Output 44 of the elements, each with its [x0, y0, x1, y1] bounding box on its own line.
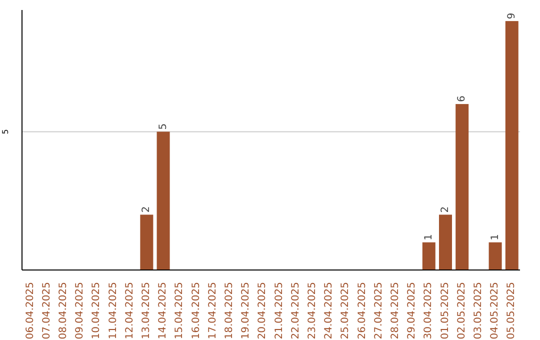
data-label: 5 — [158, 123, 169, 130]
x-tick-label: 01.05.2025 — [440, 282, 451, 340]
data-label: 9 — [506, 12, 518, 20]
x-tick-label: 14.04.2025 — [158, 282, 169, 340]
x-tick-label: 30.04.2025 — [423, 282, 434, 340]
bar — [488, 242, 502, 270]
x-tick-label: 04.05.2025 — [490, 282, 501, 340]
bar — [422, 242, 436, 270]
x-tick-label: 07.04.2025 — [41, 282, 52, 340]
x-tick-label: 19.04.2025 — [240, 282, 252, 340]
x-tick-label: 28.04.2025 — [390, 282, 401, 340]
data-label: 6 — [456, 96, 468, 102]
x-tick-label: 16.04.2025 — [190, 282, 202, 340]
x-tick-label: 03.05.2025 — [473, 282, 484, 340]
x-tick-label: 08.04.2025 — [58, 282, 69, 340]
x-tick-label: 06.04.2025 — [24, 282, 36, 340]
bar — [140, 214, 154, 270]
x-tick-label: 11.04.2025 — [108, 282, 119, 340]
bar — [505, 21, 518, 270]
bar — [456, 104, 469, 270]
x-tick-label: 23.04.2025 — [307, 282, 318, 340]
x-tick-label: 09.04.2025 — [74, 282, 86, 340]
bar — [156, 132, 170, 270]
data-label: 1 — [423, 234, 434, 240]
x-tick-label: 12.04.2025 — [124, 282, 136, 340]
bar — [438, 214, 452, 270]
x-tick-label: 17.04.2025 — [207, 282, 218, 340]
data-label: 2 — [141, 206, 152, 213]
x-tick-label: 22.04.2025 — [290, 282, 302, 340]
x-tick-label: 13.04.2025 — [141, 282, 152, 340]
x-tick-label: 27.04.2025 — [373, 282, 384, 340]
x-tick-label: 21.04.2025 — [274, 282, 285, 340]
data-label: 1 — [490, 234, 501, 240]
x-tick-label: 24.04.2025 — [324, 282, 335, 340]
x-tick-label: 26.04.2025 — [356, 282, 368, 340]
x-tick-label: 02.05.2025 — [456, 282, 468, 340]
x-tick-label: 05.05.2025 — [506, 282, 518, 340]
x-tick-label: 29.04.2025 — [406, 282, 418, 340]
x-tick-label: 10.04.2025 — [91, 282, 102, 340]
x-tick-label: 18.04.2025 — [224, 282, 235, 340]
x-tick-label: 20.04.2025 — [257, 282, 268, 340]
x-tick-label: 25.04.2025 — [340, 282, 352, 340]
x-tick-label: 15.04.2025 — [174, 282, 186, 340]
data-label: 2 — [440, 206, 451, 213]
